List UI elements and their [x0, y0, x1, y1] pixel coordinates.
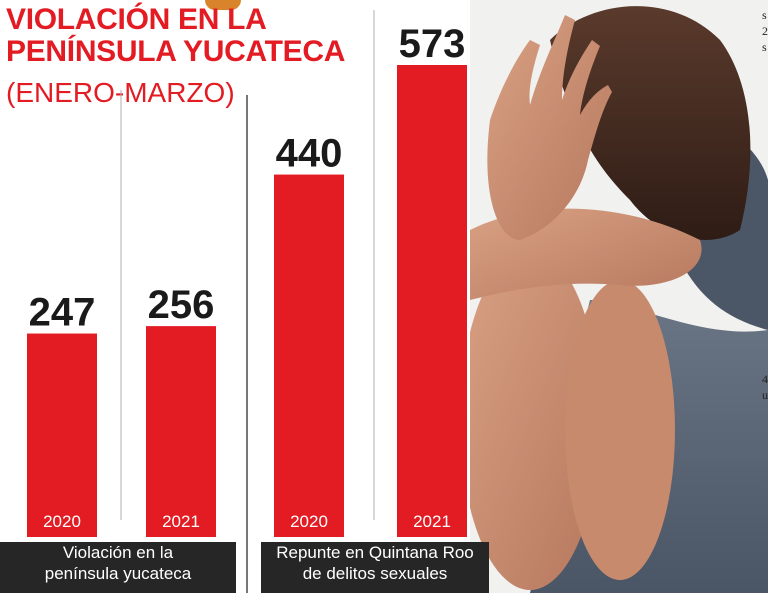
value-label: 440 [276, 132, 343, 176]
bars-group: 247 2020 256 2021 440 2020 573 2021 [27, 22, 467, 538]
chart-title-line-2: PENÍNSULA YUCATECA [6, 35, 346, 68]
hair-shape [550, 6, 751, 240]
category-label: 2020 [43, 512, 81, 531]
caption-peninsula: Violación en la península yucateca [0, 542, 236, 593]
side-text-1: s [762, 8, 767, 22]
side-text-3: s [762, 40, 767, 54]
side-text-2: 2 [762, 24, 768, 38]
side-text-4: 4 [762, 372, 768, 386]
bar-1-2020 [274, 174, 344, 538]
value-label: 247 [29, 291, 96, 335]
bar-0-2021 [146, 326, 216, 537]
chart-subtitle: (ENERO-MARZO) [6, 77, 235, 108]
category-label: 2021 [413, 512, 451, 531]
bar-0-2020 [27, 333, 97, 537]
knee-shape-2 [565, 280, 675, 580]
chart-title-line-1: VIOLACIÓN EN LA [6, 3, 267, 36]
side-text-5: u [762, 388, 768, 402]
title-decoration [205, 0, 241, 10]
value-label: 256 [148, 283, 215, 327]
category-label: 2020 [290, 512, 328, 531]
category-label: 2021 [162, 512, 200, 531]
caption-line: Repunte en Quintana Roo [276, 543, 474, 562]
knee-shape [470, 250, 600, 590]
raised-hand [487, 15, 612, 240]
caption-line: península yucateca [44, 564, 192, 583]
background-photo [470, 0, 768, 593]
caption-quintana-roo: Repunte en Quintana Roo de delitos sexua… [261, 542, 489, 593]
chart-title: VIOLACIÓN EN LA PENÍNSULA YUCATECA [6, 4, 345, 68]
caption-line: de delitos sexuales [302, 564, 448, 583]
bar-1-2021 [397, 65, 467, 537]
caption-line: Violación en la [62, 543, 174, 562]
value-label: 573 [399, 22, 466, 66]
